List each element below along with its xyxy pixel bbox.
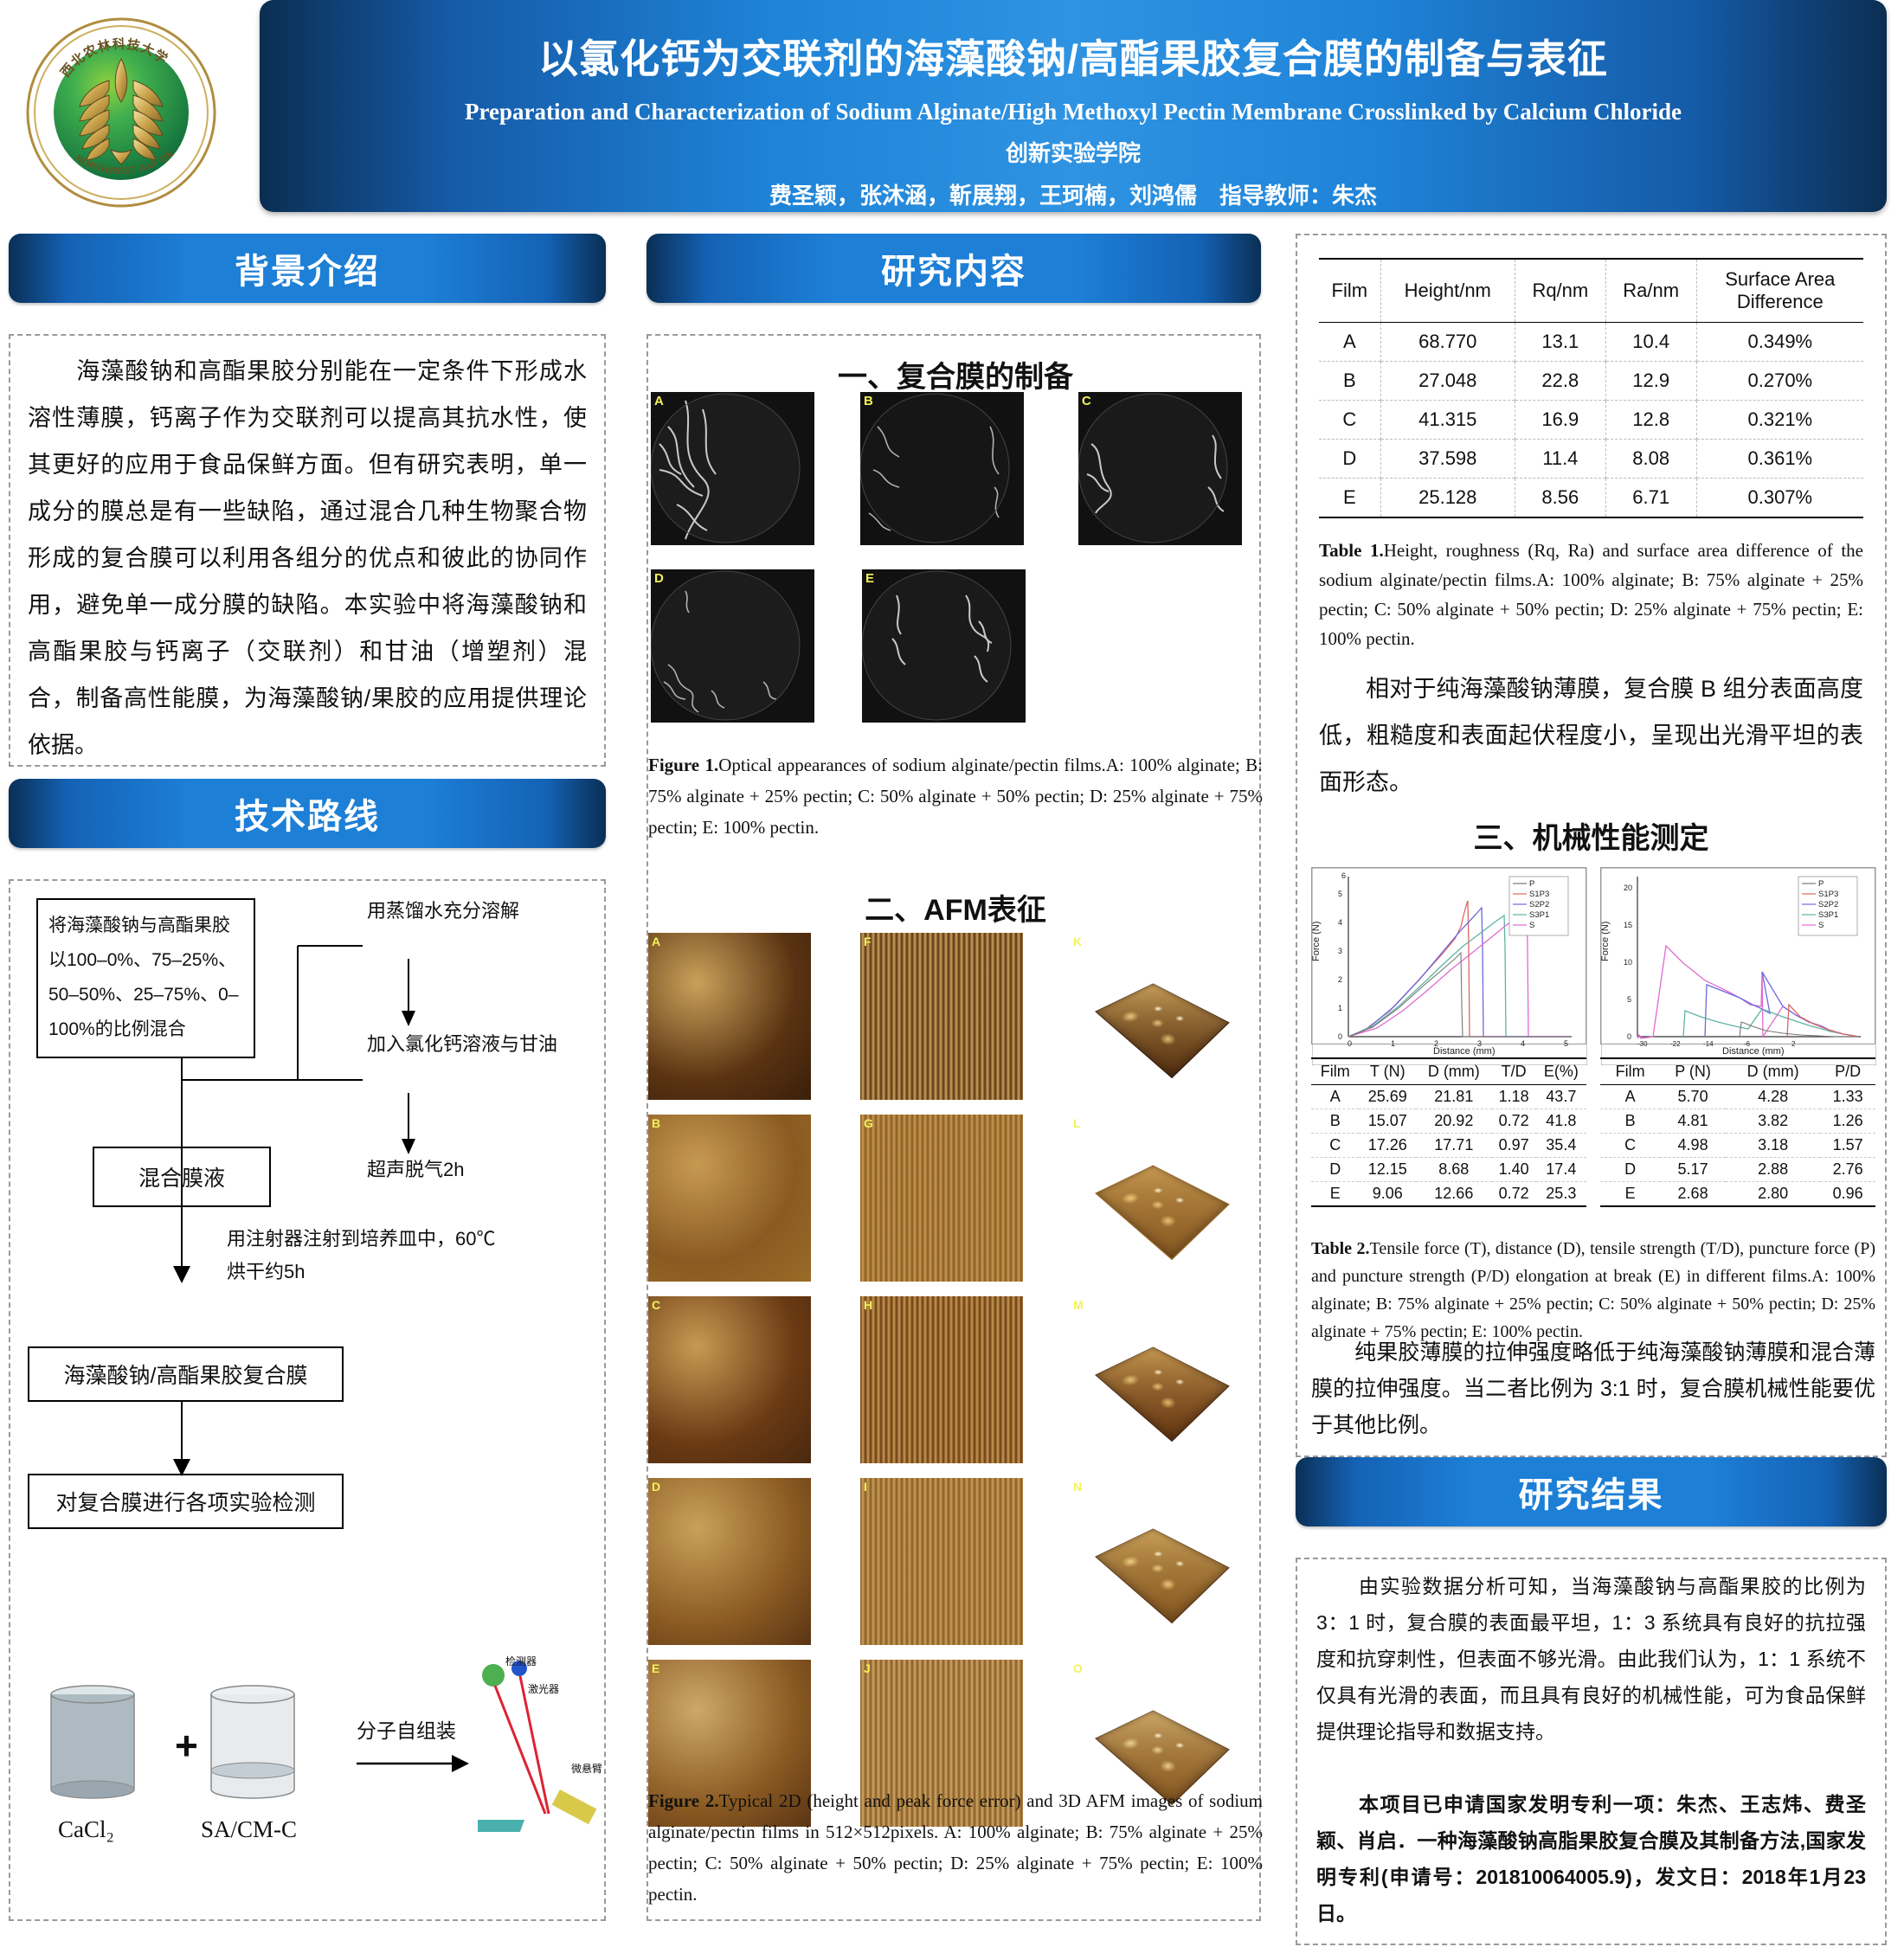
svg-text:Distance (mm): Distance (mm)	[1433, 1046, 1496, 1057]
svg-text:Force (N): Force (N)	[1601, 922, 1611, 961]
svg-text:S1P3: S1P3	[1529, 890, 1549, 899]
svg-text:S: S	[1818, 921, 1824, 930]
svg-text:1: 1	[1338, 1004, 1342, 1012]
svg-text:0: 0	[1627, 1032, 1631, 1041]
svg-text:1: 1	[1391, 1039, 1395, 1048]
svg-text:2: 2	[1338, 975, 1342, 984]
svg-text:S2P2: S2P2	[1818, 900, 1838, 909]
svg-text:4: 4	[1521, 1039, 1525, 1048]
svg-text:-14: -14	[1703, 1040, 1714, 1048]
svg-text:4: 4	[1338, 918, 1342, 927]
svg-text:3: 3	[1477, 1039, 1482, 1048]
svg-text:6: 6	[1341, 871, 1346, 880]
svg-text:微悬臂: 微悬臂	[571, 1763, 602, 1775]
svg-text:15: 15	[1624, 921, 1632, 929]
svg-text:-6: -6	[1744, 1040, 1751, 1048]
svg-text:0: 0	[1338, 1032, 1342, 1041]
svg-text:5: 5	[1564, 1039, 1568, 1048]
svg-text:3: 3	[1338, 947, 1342, 955]
svg-text:分子自组装: 分子自组装	[357, 1719, 456, 1742]
svg-text:S3P1: S3P1	[1818, 910, 1838, 920]
svg-text:5: 5	[1338, 890, 1342, 898]
svg-text:Distance (mm): Distance (mm)	[1722, 1046, 1785, 1057]
svg-text:0: 0	[1348, 1039, 1352, 1048]
svg-text:P: P	[1529, 879, 1534, 889]
svg-text:-22: -22	[1670, 1040, 1681, 1048]
svg-text:SA/CM-C: SA/CM-C	[201, 1816, 297, 1842]
svg-text:检测器: 检测器	[505, 1655, 537, 1667]
svg-text:P: P	[1818, 879, 1824, 889]
svg-text:激光器: 激光器	[528, 1683, 559, 1695]
svg-text:+: +	[175, 1723, 198, 1768]
svg-text:S: S	[1529, 921, 1534, 930]
svg-text:5: 5	[1627, 995, 1631, 1004]
svg-text:S1P3: S1P3	[1818, 890, 1838, 899]
svg-text:2: 2	[1791, 1040, 1796, 1048]
svg-text:-30: -30	[1637, 1040, 1648, 1048]
svg-text:Force (N): Force (N)	[1312, 922, 1322, 961]
svg-text:S3P1: S3P1	[1529, 910, 1549, 920]
svg-text:2: 2	[1434, 1039, 1438, 1048]
svg-text:20: 20	[1624, 884, 1632, 892]
svg-text:S2P2: S2P2	[1529, 900, 1549, 909]
svg-text:10: 10	[1624, 958, 1632, 967]
svg-text:CaCl₂: CaCl₂	[58, 1816, 114, 1842]
